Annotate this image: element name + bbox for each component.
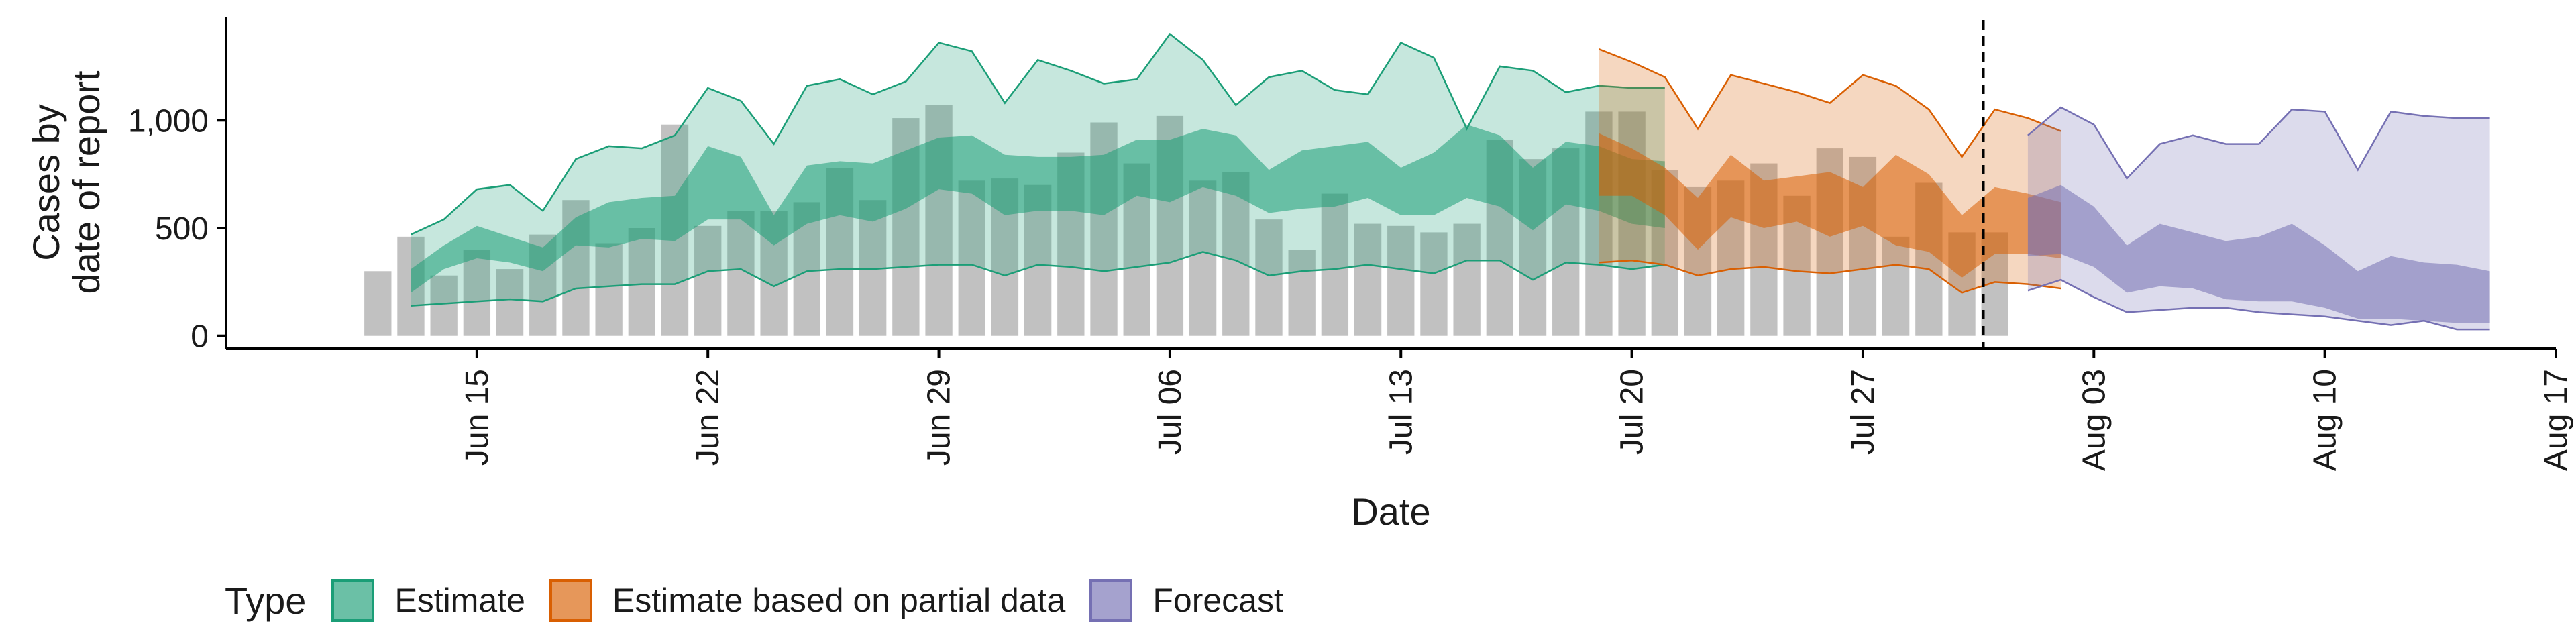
x-tick-label: Jul 20 [1615,369,1650,455]
legend-item-estimate: Estimate [331,579,525,622]
partial-band-50 [1599,133,2061,278]
x-tick-label: Aug 03 [2076,369,2112,471]
estimate-bands [410,32,2490,331]
reported-cases-bar [628,228,655,336]
x-axis-title: Date [1351,490,1430,533]
legend-label-forecast: Forecast [1152,582,1283,619]
x-tick-label: Jul 27 [1845,369,1881,455]
legend-swatch-partial [549,579,592,622]
reported-cases-bar [430,275,458,336]
reported-cases-bar [1288,250,1316,336]
forecast-upper-edge [2027,106,2490,180]
reported-cases-bar [595,243,623,336]
reported-cases-bar [1882,236,1910,336]
reported-cases-bar [397,236,425,336]
x-tick-label: Aug 17 [2538,369,2574,471]
y-axis-title-line1: Cases by [25,104,67,260]
estimate-lower-edge [411,251,1665,307]
reported-cases-bar [958,180,985,336]
x-tick-label: Jul 13 [1383,369,1419,455]
axes: 0 500 1,000 Jun 15 Jun 22 Jun 29 Jul 06 Jul 13 J… [128,17,2574,471]
y-tick-label: 1,000 [128,103,209,139]
x-tick-label: Aug 10 [2308,369,2343,471]
forecast-band-50 [2027,184,2490,323]
cases-chart: 0 500 1,000 Jun 15 Jun 22 Jun 29 Jul 06 Jul 13 J… [25,17,2574,533]
legend-label-estimate: Estimate [394,582,525,619]
legend-item-forecast: Forecast [1089,579,1283,622]
legend-item-partial: Estimate based on partial data [549,579,1065,622]
legend-title: Type [225,579,307,622]
reported-cases-bar [364,271,392,336]
legend-swatch-forecast [1089,579,1133,622]
x-tick-label: Jun 15 [460,369,495,466]
x-tick-label: Jun 29 [922,369,957,466]
reported-cases-bar [1189,180,1217,336]
x-tick-label: Jul 06 [1152,369,1188,455]
reported-cases-bar [496,269,524,336]
reported-cases-bar [1255,219,1283,336]
reported-cases-bar [1387,225,1415,336]
estimate-upper-edge [410,32,1665,235]
y-tick-label: 0 [191,319,209,355]
reported-cases-bar [1354,223,1382,336]
legend-label-partial: Estimate based on partial data [612,582,1066,619]
y-axis-title-line2: date of report [65,70,107,294]
estimate-band-50 [411,124,1665,293]
forecast-lower-edge [2027,278,2490,331]
reported-cases-bar [694,225,722,336]
reported-cases-bar [1453,223,1481,336]
chart-legend: Type Estimate Estimate based on partial … [225,574,1307,627]
legend-swatch-estimate [331,579,375,622]
reported-cases-bar [1420,232,1448,336]
reported-cases-bar [463,250,491,336]
reported-cases-bar [1321,193,1349,336]
y-tick-label: 500 [155,211,209,247]
x-tick-label: Jun 22 [690,369,726,466]
